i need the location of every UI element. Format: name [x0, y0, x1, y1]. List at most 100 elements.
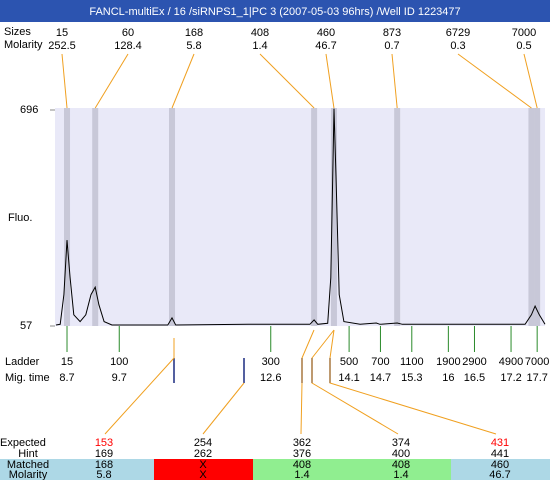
ladder-time: 17.7: [526, 372, 547, 384]
molarity-value: 5.8: [96, 469, 111, 480]
ladder-time: 15.3: [401, 372, 422, 384]
expected-value: 153: [95, 437, 113, 449]
ladder-time: 14.7: [370, 372, 391, 384]
peak-band: [534, 108, 541, 326]
molarity-value: 1.4: [294, 469, 309, 480]
expected-value: 374: [392, 437, 410, 449]
peak-connector: [171, 53, 195, 109]
molarity-value: X: [199, 469, 207, 480]
ladder-size: 4900: [499, 356, 523, 368]
peak-molarity: 46.7: [315, 40, 336, 52]
mig-time-label: Mig. time: [5, 372, 50, 384]
ladder-time: 12.6: [260, 372, 281, 384]
peak-band: [169, 108, 176, 326]
peak-size: 6729: [446, 27, 470, 39]
ladder-time: 14.1: [338, 372, 359, 384]
peak-band: [311, 108, 318, 326]
peak-molarity: 128.4: [114, 40, 142, 52]
plot-area: [55, 108, 545, 326]
ladder-time: 9.7: [112, 372, 127, 384]
peak-connector: [391, 53, 398, 109]
result-cell: [352, 459, 451, 480]
ladder-size: 15: [61, 356, 73, 368]
hint-value: 262: [194, 448, 212, 460]
matched-value: 168: [95, 459, 113, 471]
y-tick-label: 57: [20, 320, 32, 332]
peak-molarity: 252.5: [48, 40, 76, 52]
matched-value: 460: [491, 459, 509, 471]
result-cell: [253, 459, 352, 480]
hint-value: 376: [293, 448, 311, 460]
peak-size: 408: [251, 27, 269, 39]
ladder-label: Ladder: [5, 356, 40, 368]
ladder-size: 1100: [400, 356, 424, 368]
peak-molarity: 1.4: [252, 40, 267, 52]
molarity-label: Molarity: [4, 39, 43, 51]
result-cell: [451, 459, 550, 480]
hint-label: Hint: [18, 448, 38, 460]
peak-band: [92, 108, 99, 326]
hint-value: 441: [491, 448, 509, 460]
ladder-time: 16: [442, 372, 454, 384]
title: FANCL-multiEx / 16 /siRNPS1_1|PC 3 (2007…: [89, 6, 460, 18]
peak-band: [64, 108, 71, 326]
matched-label: Matched: [7, 459, 49, 471]
ladder-size: 700: [371, 356, 389, 368]
peak-band: [330, 108, 337, 326]
expected-value: 254: [194, 437, 212, 449]
ladder-size: 2900: [462, 356, 486, 368]
ladder-size: 500: [340, 356, 358, 368]
connector: [329, 329, 497, 435]
matched-value: 408: [392, 459, 410, 471]
connector: [104, 338, 175, 435]
expected-connectors: [104, 329, 497, 435]
peak-molarity: 0.5: [516, 40, 531, 52]
peak-connector: [94, 53, 129, 109]
peak-band: [394, 108, 401, 326]
peak-connector: [457, 53, 532, 109]
peak-size: 873: [383, 27, 401, 39]
trace: [55, 108, 546, 326]
y-tick-label: 696: [20, 104, 38, 116]
molarity-value: 46.7: [489, 469, 510, 480]
peak-connector: [325, 53, 335, 109]
molarity-row-label: Molarity: [9, 469, 48, 480]
peak-size: 168: [185, 27, 203, 39]
matched-value: X: [199, 459, 207, 471]
peak-molarity: 0.3: [450, 40, 465, 52]
title-bar: [0, 0, 550, 22]
ladder-size: 7000: [525, 356, 549, 368]
expected-label: Expected: [0, 437, 46, 449]
ladder-time: 16.5: [464, 372, 485, 384]
ladder-time: 8.7: [59, 372, 74, 384]
connector: [300, 329, 315, 435]
result-cell: [154, 459, 253, 480]
matched-value: 408: [293, 459, 311, 471]
expected-value: 362: [293, 437, 311, 449]
molarity-value: 1.4: [393, 469, 408, 480]
peak-size: 60: [122, 27, 134, 39]
y-label: Fluo.: [8, 212, 32, 224]
label-cell: [0, 459, 55, 480]
hint-value: 169: [95, 448, 113, 460]
peak-molarity: 0.7: [384, 40, 399, 52]
connector: [202, 382, 245, 435]
expected-value: 431: [491, 437, 509, 449]
peak-size: 7000: [512, 27, 536, 39]
peak-band: [528, 108, 535, 326]
peak-size: 15: [56, 27, 68, 39]
ladder-time: 17.2: [500, 372, 521, 384]
result-cell: [55, 459, 154, 480]
peak-connector: [61, 53, 68, 109]
peak-molarity: 5.8: [186, 40, 201, 52]
ladder-size: 1900: [436, 356, 460, 368]
peak-size: 460: [317, 27, 335, 39]
sizes-label: Sizes: [4, 26, 31, 38]
peak-connector: [259, 53, 315, 109]
peak-connector: [523, 53, 538, 109]
ladder-size: 100: [110, 356, 128, 368]
hint-value: 400: [392, 448, 410, 460]
ladder-size: 300: [262, 356, 280, 368]
connector: [311, 329, 399, 435]
